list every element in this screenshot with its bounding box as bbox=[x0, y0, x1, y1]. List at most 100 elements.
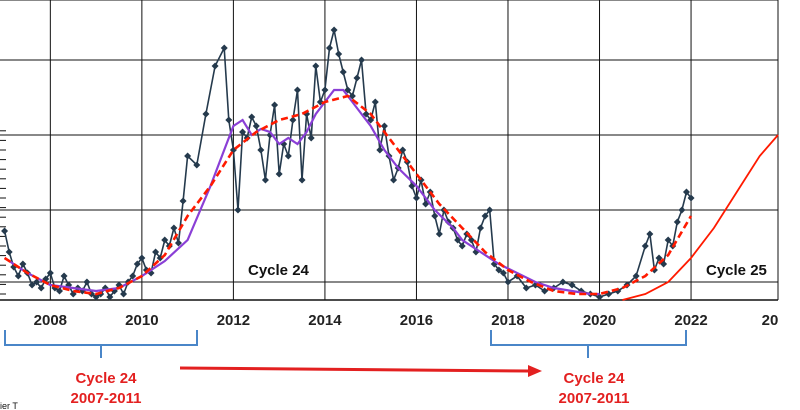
monthly-point bbox=[568, 281, 576, 289]
monthly-point bbox=[673, 218, 681, 226]
monthly-point bbox=[682, 188, 690, 196]
x-tick-label: 2014 bbox=[308, 312, 342, 329]
cycle24-overlay-line bbox=[3, 94, 693, 296]
monthly-point bbox=[202, 110, 210, 118]
monthly-point bbox=[298, 176, 306, 184]
monthly-point bbox=[596, 293, 604, 301]
monthly-point bbox=[376, 146, 384, 154]
monthly-point bbox=[271, 101, 279, 109]
monthly-point bbox=[211, 62, 219, 70]
monthly-point bbox=[467, 236, 475, 244]
monthly-point bbox=[133, 260, 141, 268]
right-cycle-years: 2007-2011 bbox=[559, 390, 630, 407]
monthly-point bbox=[481, 212, 489, 220]
left-bracket bbox=[4, 330, 198, 358]
monthly-point bbox=[19, 260, 27, 268]
monthly-point bbox=[152, 248, 160, 256]
monthly-point bbox=[83, 278, 91, 286]
monthly-point bbox=[261, 176, 269, 184]
monthly-point bbox=[646, 230, 654, 238]
x-tick-label: 2016 bbox=[400, 312, 433, 329]
monthly-point bbox=[641, 242, 649, 250]
monthly-point bbox=[422, 200, 430, 208]
monthly-point bbox=[28, 281, 36, 289]
x-tick-label: 2010 bbox=[125, 312, 158, 329]
cycle25-prediction-line bbox=[622, 134, 779, 301]
monthly-point bbox=[234, 206, 242, 214]
monthly-point bbox=[174, 239, 182, 247]
monthly-point bbox=[252, 122, 260, 130]
x-tick-label: 2012 bbox=[217, 312, 250, 329]
monthly-point bbox=[330, 26, 338, 34]
monthly-point bbox=[371, 98, 379, 106]
monthly-point bbox=[92, 293, 100, 301]
left-cycle-label: Cycle 24 bbox=[76, 370, 138, 387]
x-tick-label: 2022 bbox=[674, 312, 707, 329]
monthly-point bbox=[170, 224, 178, 232]
monthly-point bbox=[179, 197, 187, 205]
monthly-point bbox=[129, 272, 137, 280]
monthly-point bbox=[559, 278, 567, 286]
monthly-point bbox=[362, 110, 370, 118]
monthly-point bbox=[344, 86, 352, 94]
monthly-point bbox=[495, 266, 503, 274]
monthly-point bbox=[390, 176, 398, 184]
monthly-point bbox=[37, 284, 45, 292]
monthly-point bbox=[664, 236, 672, 244]
monthly-point bbox=[248, 113, 256, 121]
monthly-point bbox=[184, 152, 192, 160]
monthly-point bbox=[193, 161, 201, 169]
monthly-point bbox=[220, 44, 228, 52]
monthly-point bbox=[435, 230, 443, 238]
monthly-point bbox=[55, 287, 63, 295]
monthly-point bbox=[275, 170, 283, 178]
monthly-point bbox=[326, 44, 334, 52]
monthly-point bbox=[632, 272, 640, 280]
monthly-point bbox=[339, 68, 347, 76]
monthly-point bbox=[161, 236, 169, 244]
monthly-point bbox=[380, 122, 388, 130]
corner-text-fragment: ier T bbox=[0, 401, 18, 410]
monthly-point bbox=[293, 86, 301, 94]
monthly-point bbox=[458, 242, 466, 250]
y-minor-ticks bbox=[0, 130, 6, 295]
monthly-point bbox=[1, 227, 9, 235]
monthly-point bbox=[289, 116, 297, 124]
plot-background bbox=[0, 0, 778, 300]
right-cycle-label: Cycle 24 bbox=[564, 370, 626, 387]
monthly-point bbox=[353, 74, 361, 82]
monthly-point bbox=[321, 86, 329, 94]
monthly-point bbox=[307, 134, 315, 142]
monthly-point bbox=[358, 56, 366, 64]
monthly-point bbox=[120, 290, 128, 298]
monthly-point bbox=[348, 92, 356, 100]
monthly-point bbox=[46, 269, 54, 277]
monthly-point bbox=[60, 272, 68, 280]
monthly-point bbox=[454, 236, 462, 244]
right-bracket bbox=[490, 330, 687, 358]
series-layer bbox=[1, 26, 779, 301]
monthly-point bbox=[522, 284, 530, 292]
monthly-point bbox=[239, 128, 247, 136]
x-tick-label: 2020 bbox=[583, 312, 616, 329]
smoothed-series-line bbox=[3, 88, 600, 296]
x-tick-label: 2008 bbox=[34, 312, 67, 329]
monthly-point bbox=[504, 278, 512, 286]
monthly-point bbox=[477, 224, 485, 232]
transition-arrow-shaft bbox=[179, 366, 529, 373]
monthly-point bbox=[106, 293, 114, 301]
monthly-point bbox=[14, 272, 22, 280]
transition-arrow-head bbox=[528, 365, 542, 377]
monthly-point bbox=[312, 62, 320, 70]
monthly-point bbox=[5, 248, 13, 256]
x-tick-label: 2018 bbox=[491, 312, 524, 329]
monthly-point bbox=[655, 254, 663, 262]
monthly-point bbox=[138, 254, 146, 262]
monthly-point bbox=[687, 194, 695, 202]
monthly-point bbox=[678, 206, 686, 214]
cycle24-annotation: Cycle 24 bbox=[248, 262, 310, 279]
monthly-point bbox=[499, 269, 507, 277]
monthly-point bbox=[412, 194, 420, 202]
monthly-point bbox=[284, 152, 292, 160]
